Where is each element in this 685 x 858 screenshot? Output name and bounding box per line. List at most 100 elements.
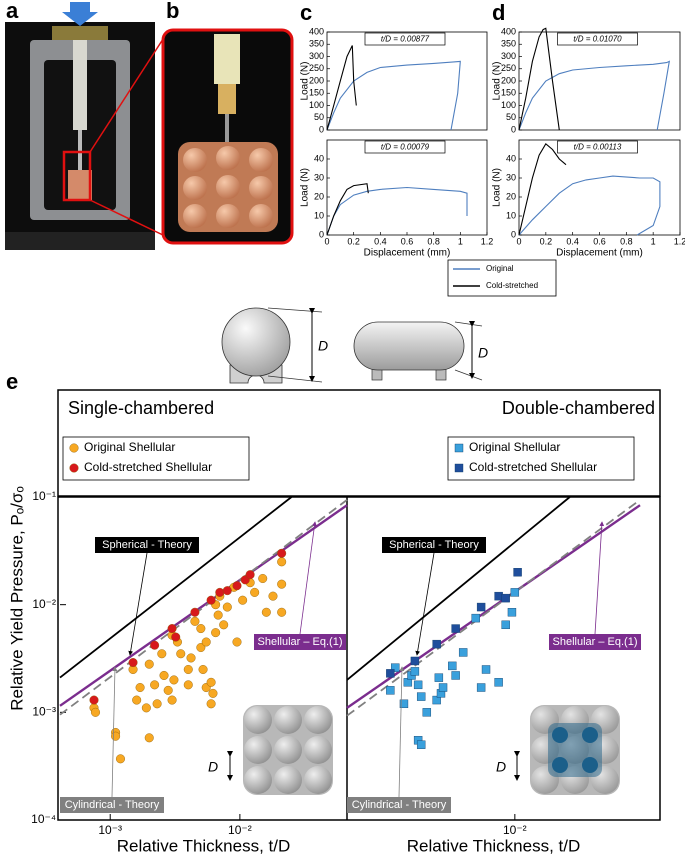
y-tick-label: 10⁻⁴ bbox=[31, 812, 56, 826]
data-point bbox=[448, 661, 457, 671]
panel-label: a bbox=[6, 0, 19, 23]
data-line bbox=[518, 27, 560, 131]
sphere-diagram bbox=[221, 307, 323, 384]
photo-b bbox=[161, 28, 294, 245]
theory-line bbox=[59, 499, 348, 716]
panel-label: d bbox=[492, 0, 505, 25]
y-tick-label: 50 bbox=[314, 112, 324, 122]
x-tick-label: 1.2 bbox=[481, 236, 494, 246]
data-point bbox=[391, 663, 400, 672]
lattice-inset bbox=[530, 705, 620, 795]
theory-line bbox=[346, 499, 641, 717]
y-tick-label: 400 bbox=[309, 26, 324, 36]
legend-label: Original Shellular bbox=[84, 440, 175, 454]
y-tick-label: 350 bbox=[309, 39, 324, 49]
lattice-node bbox=[244, 766, 272, 794]
plot-area bbox=[518, 139, 681, 236]
y-tick-label: 0 bbox=[319, 124, 324, 134]
data-line bbox=[518, 60, 671, 131]
data-point bbox=[416, 692, 426, 701]
x-tick-label: 0 bbox=[516, 236, 521, 246]
lattice-node bbox=[304, 766, 332, 794]
y-axis-label: Load (N) bbox=[300, 62, 311, 101]
y-axis-label: Load (N) bbox=[492, 62, 503, 101]
y-tick-label: 10⁻³ bbox=[32, 705, 56, 719]
theory-line bbox=[346, 496, 571, 681]
x-tick-label: 0 bbox=[324, 236, 329, 246]
data-point bbox=[458, 648, 468, 657]
legend-label: Cold-stretched Shellular bbox=[84, 460, 212, 474]
annotation-box bbox=[557, 140, 638, 154]
annotation-box bbox=[364, 32, 446, 46]
data-point bbox=[268, 591, 278, 601]
data-point bbox=[510, 588, 520, 597]
inner-node bbox=[582, 727, 598, 743]
annotation-box bbox=[95, 537, 199, 553]
data-line bbox=[326, 183, 369, 236]
x-axis-label: Displacement (mm) bbox=[556, 248, 643, 259]
y-tick-label: 20 bbox=[314, 191, 324, 201]
data-line bbox=[326, 60, 461, 131]
data-point bbox=[144, 659, 154, 669]
data-point bbox=[451, 671, 460, 680]
data-point bbox=[206, 677, 216, 687]
data-point bbox=[258, 573, 268, 583]
x-tick-label: 0.2 bbox=[347, 236, 360, 246]
data-line bbox=[326, 186, 468, 236]
data-point bbox=[132, 695, 142, 705]
y-tick-label: 100 bbox=[309, 100, 324, 110]
data-point bbox=[476, 602, 486, 612]
annotation-box bbox=[347, 797, 451, 813]
y-tick-label: 10⁻¹ bbox=[32, 489, 56, 503]
data-point bbox=[171, 632, 181, 642]
data-point bbox=[196, 624, 206, 634]
data-point bbox=[128, 658, 138, 668]
x-tick-label: 0.6 bbox=[593, 236, 606, 246]
photo-a bbox=[5, 2, 166, 250]
y-tick-label: 350 bbox=[501, 39, 516, 49]
x-tick-label: 0.8 bbox=[427, 236, 440, 246]
y-tick-label: 300 bbox=[309, 51, 324, 61]
data-point bbox=[163, 685, 173, 695]
data-point bbox=[190, 607, 200, 617]
data-point bbox=[250, 587, 260, 597]
y-tick-label: 250 bbox=[501, 63, 516, 73]
y-tick-label: 10 bbox=[314, 210, 324, 220]
y-tick-label: 150 bbox=[501, 88, 516, 98]
data-line bbox=[518, 142, 567, 236]
annotation-arrow bbox=[398, 666, 405, 798]
data-point bbox=[190, 616, 200, 626]
inner-node bbox=[552, 727, 568, 743]
lattice-inset bbox=[243, 705, 333, 795]
data-point bbox=[410, 656, 420, 666]
y-axis-label: Load (N) bbox=[300, 168, 311, 207]
x-tick-label: 1 bbox=[651, 236, 656, 246]
legend-box bbox=[447, 259, 557, 297]
legend-label: Cold-stretched bbox=[486, 281, 538, 290]
data-point bbox=[507, 608, 517, 617]
data-point bbox=[111, 731, 121, 741]
y-tick-label: 0 bbox=[511, 229, 516, 239]
lattice-node bbox=[304, 736, 332, 764]
theory-line bbox=[346, 504, 641, 709]
y-axis-label: Relative Yield Pressure, Pₒ/σₒ bbox=[7, 486, 26, 711]
plot-area bbox=[518, 31, 681, 131]
annotation-box bbox=[254, 634, 346, 650]
data-point bbox=[494, 591, 503, 601]
data-point bbox=[159, 670, 169, 680]
data-point bbox=[141, 703, 151, 713]
annotation: t/D = 0.00079 bbox=[381, 143, 430, 152]
lattice-node bbox=[274, 766, 302, 794]
annotation: Spherical - Theory bbox=[102, 539, 192, 551]
data-point bbox=[196, 643, 206, 653]
annotation-arrow bbox=[111, 666, 118, 798]
legend-label: Original bbox=[486, 264, 514, 273]
data-line bbox=[518, 175, 661, 236]
data-point bbox=[232, 637, 242, 647]
legend-label: Original Shellular bbox=[469, 440, 560, 454]
y-tick-label: 50 bbox=[506, 112, 516, 122]
x-tick-label: 0.8 bbox=[620, 236, 633, 246]
data-point bbox=[144, 733, 154, 743]
y-tick-label: 10 bbox=[506, 210, 516, 220]
